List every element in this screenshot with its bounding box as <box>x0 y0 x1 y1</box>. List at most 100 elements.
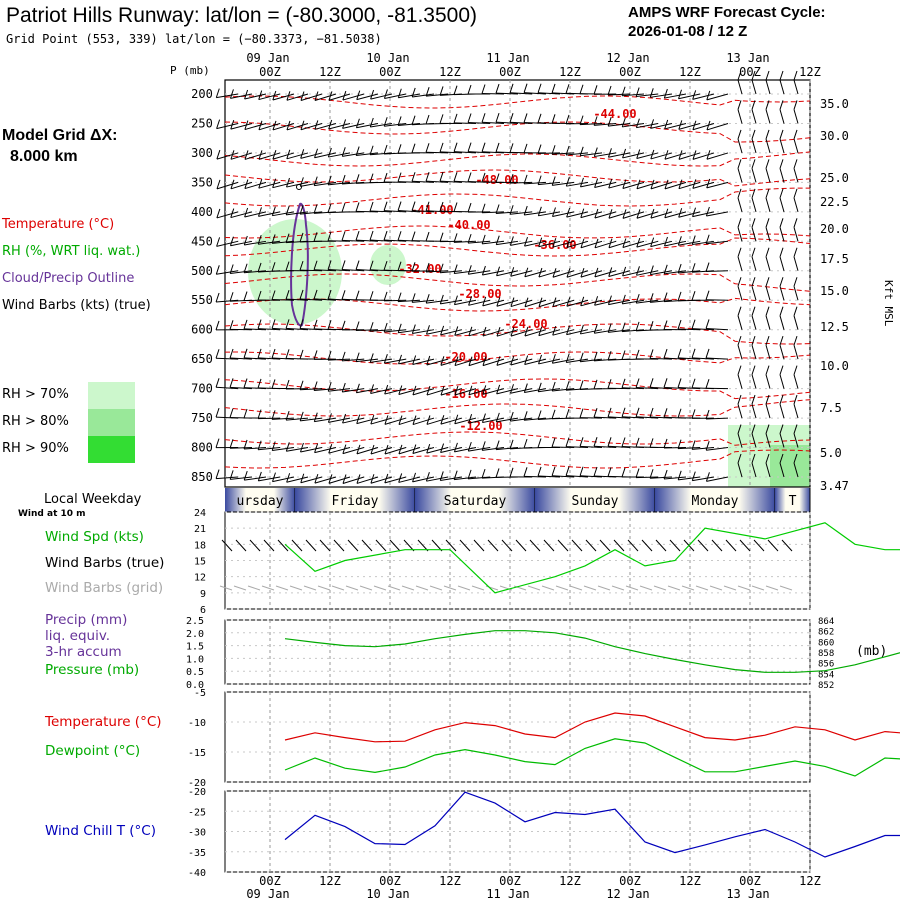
wind-barb <box>215 357 239 360</box>
wind-barb <box>426 447 449 454</box>
wind-barb-flag <box>621 378 626 388</box>
wind-barb-flag <box>664 208 669 218</box>
wind-barb <box>580 240 603 249</box>
wind-barb-flag <box>327 260 332 270</box>
height-tick-label: 25.0 <box>820 171 849 185</box>
temperature-contour-label: -24.00 <box>504 317 547 331</box>
wind-barb <box>636 270 659 276</box>
wind-barb-flag <box>230 179 235 189</box>
wind-barb <box>552 475 575 478</box>
wind-barb-flag <box>705 234 710 244</box>
wind-barb <box>510 388 533 394</box>
legend-wind-barbs: Wind Barbs (kts) (true) <box>2 298 151 313</box>
wind-barb-flag <box>411 231 416 241</box>
wind-barb-flag <box>751 394 756 405</box>
wind-barb-flag <box>481 468 486 479</box>
surface-wind-barb-grid <box>653 585 667 591</box>
surface-wind-barb-grid <box>569 585 583 591</box>
wind-barb-flag <box>523 467 528 477</box>
wind-barb <box>398 329 421 334</box>
temperature-contour-label: -16.00 <box>444 387 487 401</box>
wind-barb <box>356 93 379 101</box>
wind-barb-flag <box>495 204 500 214</box>
wind-barb-flag <box>299 260 304 271</box>
wind-barb-flag <box>691 235 696 245</box>
wind-barb <box>650 181 673 190</box>
wind-barb-flag <box>751 218 756 228</box>
wind-barb-flag <box>552 297 557 307</box>
wind-barb <box>342 122 365 129</box>
wind-barb <box>468 240 491 244</box>
wind-barb-flag <box>383 354 388 364</box>
wind-barb-flag <box>649 265 654 275</box>
wind-tick-label: 9 <box>200 589 206 600</box>
wind-barb-flag <box>272 150 277 160</box>
wind-barb-flag <box>663 378 668 388</box>
wind-barb <box>580 358 603 363</box>
wind-barb-flag <box>397 116 402 126</box>
wind-barb-flag <box>272 472 276 482</box>
wind-barb <box>566 329 589 336</box>
surface-wind-barb-grid <box>401 585 415 591</box>
wind-barb <box>286 93 309 101</box>
wind-barb <box>342 388 365 393</box>
wind-barb-flag <box>341 174 346 185</box>
wind-barb <box>622 416 645 419</box>
wind-barb-flag <box>649 321 654 331</box>
wind-barb <box>793 315 799 330</box>
wind-barb-flag <box>369 260 374 270</box>
wind-barb <box>608 122 631 127</box>
wind-barb-flag <box>705 441 710 451</box>
surface-wind-barb <box>473 539 485 552</box>
wind-barb-flag <box>691 409 696 419</box>
wind-barb-flag <box>608 209 613 219</box>
wind-barb-flag <box>440 325 445 336</box>
pressure-tick-label: 856 <box>818 660 834 670</box>
wind-barb-flag <box>397 323 402 333</box>
wind-barb <box>509 181 533 184</box>
wind-barb <box>496 417 519 423</box>
wind-barb <box>244 357 267 360</box>
wind-barb <box>678 476 701 481</box>
wind-barb-flag <box>468 356 473 366</box>
wind-barb-flag <box>300 91 305 101</box>
wind-barb-flag <box>397 261 402 271</box>
wind-barb-flag <box>327 203 332 213</box>
wind-barb <box>412 93 435 98</box>
wind-barb-flag <box>635 87 640 97</box>
top-hour-tick: 12Z <box>679 65 701 79</box>
wind-barb-flag <box>635 437 640 448</box>
grid-point-subtitle: Grid Point (553, 339) lat/lon = (−80.337… <box>6 32 382 46</box>
height-tick-label: 12.5 <box>820 320 849 334</box>
wind-barb-flag <box>369 201 374 212</box>
wind-barb <box>706 93 729 101</box>
surface-wind-barb <box>501 539 513 552</box>
surface-wind-barb-grid <box>541 585 555 591</box>
wind-barb <box>650 476 673 479</box>
wind-barb-flag <box>663 408 668 418</box>
wind-barb-flag <box>257 440 262 450</box>
wind-barb-flag <box>692 120 697 130</box>
wind-barb-flag <box>663 320 668 330</box>
wind-barb-flag <box>793 424 798 434</box>
wind-barb-flag <box>286 177 290 188</box>
wind-barb-flag <box>257 348 262 359</box>
temperature-line <box>284 712 900 743</box>
wind-barb <box>356 152 379 157</box>
wind-barb <box>793 286 799 301</box>
temperature-contour <box>224 431 811 446</box>
wind-barb <box>636 181 659 190</box>
bottom-day-label: 13 Jan <box>726 887 769 900</box>
wind-barb-flag <box>621 294 626 305</box>
wind-barb-flag <box>397 201 402 211</box>
wind-barb <box>524 358 547 366</box>
wind-barb-flag <box>607 379 612 389</box>
wind-barb-flag <box>341 320 346 330</box>
temperature-tick-label: -5 <box>194 688 206 699</box>
wind-barb <box>244 93 267 100</box>
wind-barb-flag <box>286 91 291 101</box>
wind-speed-label: Wind Spd (kts) <box>45 529 144 545</box>
wind-barb <box>370 447 393 455</box>
wind-barb <box>608 211 631 219</box>
